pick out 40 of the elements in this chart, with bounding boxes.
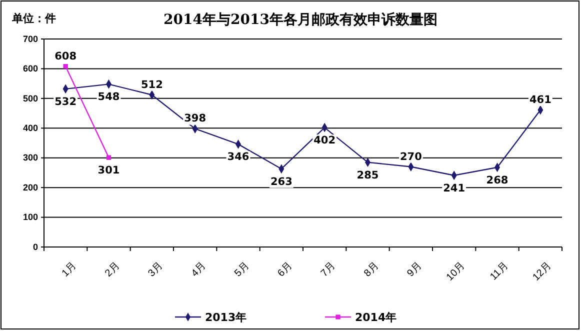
x-tick-label: 2月: [103, 260, 122, 280]
data-label: 285: [356, 169, 379, 182]
data-label: 608: [54, 50, 77, 62]
data-label: 512: [140, 78, 163, 91]
y-tick-label: 400: [22, 123, 38, 134]
x-tick-label: 4月: [190, 260, 208, 280]
data-label: 346: [227, 151, 250, 164]
y-tick-label: 0: [32, 242, 38, 252]
data-label: 532: [54, 96, 77, 108]
y-tick-label: 100: [22, 212, 38, 222]
x-tick-label: 6月: [276, 260, 295, 280]
data-label: 398: [184, 112, 206, 125]
y-tick-label: 200: [22, 182, 38, 192]
legend-label: 2014年: [355, 311, 397, 324]
x-tick-label: 12月: [530, 260, 554, 284]
data-label: 263: [270, 176, 292, 188]
data-label: 241: [443, 182, 466, 194]
y-tick-label: 600: [22, 64, 38, 74]
y-tick-label: 300: [22, 152, 38, 163]
point: [63, 64, 68, 69]
x-tick-label: 8月: [362, 260, 382, 280]
y-tick-label: 700: [22, 34, 38, 44]
x-tick-label: 1月: [60, 260, 79, 280]
text: 单位：件: [11, 12, 56, 25]
data-label: 402: [314, 134, 336, 147]
data-label: 461: [529, 94, 552, 106]
point: [106, 155, 112, 160]
legend-label: 2013年: [205, 311, 247, 324]
y-tick-label: 500: [22, 93, 38, 104]
data-label: 270: [400, 150, 422, 163]
x-tick-label: 7月: [319, 260, 338, 280]
data-label: 268: [486, 174, 508, 186]
x-tick-label: 10月: [444, 260, 468, 284]
x-tick-label: 11月: [488, 260, 511, 283]
data-label: 548: [98, 91, 120, 104]
x-tick-label: 3月: [146, 260, 166, 280]
x-tick-label: 9月: [405, 260, 424, 280]
data-label: 301: [98, 164, 120, 177]
chart-title: 2014年与2013年各月邮政有效申诉数量图: [164, 12, 438, 28]
x-tick-label: 5月: [232, 260, 252, 280]
